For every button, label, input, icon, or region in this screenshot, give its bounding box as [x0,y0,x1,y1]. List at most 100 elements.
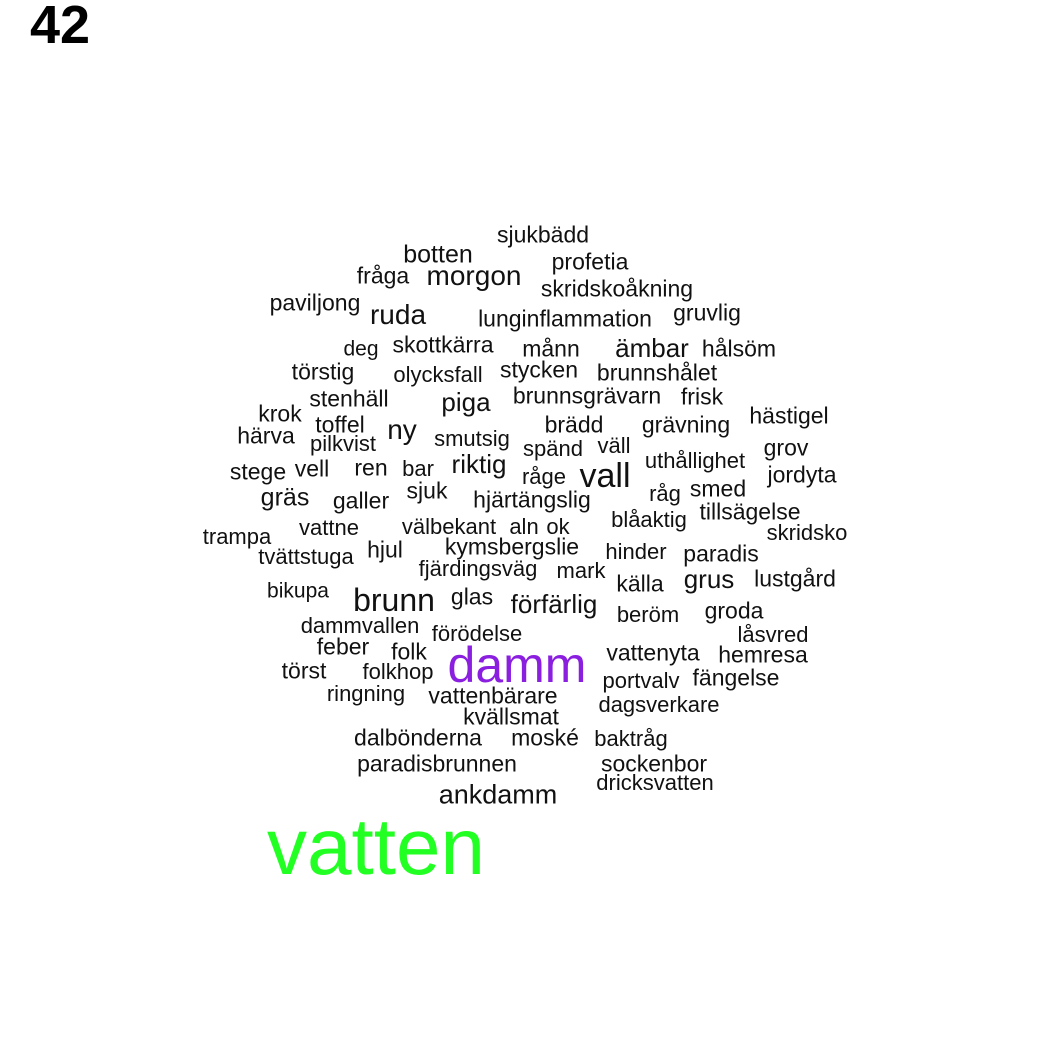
word-piga: piga [441,387,491,417]
word-lasvred: låsvred [737,622,809,647]
word-lunginflammation: lunginflammation [478,305,652,332]
word-sjuk: sjuk [406,477,448,504]
word-brunnsgravarn: brunnsgrävarn [512,382,662,409]
word-folkhop: folkhop [362,659,434,684]
word-jordyta: jordyta [767,461,837,488]
word-valbekant: välbekant [401,514,497,539]
word-ruda: ruda [369,299,427,330]
word-krok: krok [258,400,302,427]
word-mann: månn [522,335,580,362]
word-skridskoakning: skridskoåkning [540,275,694,302]
word-gruvlig: gruvlig [673,299,741,326]
word-dalbonderna: dalbönderna [354,724,482,751]
word-gras: gräs [260,483,310,512]
word-dricksvatten: dricksvatten [596,770,714,795]
word-kalla: källa [616,570,664,597]
word-blaaktig: blåaktig [611,507,687,532]
word-vatten: vatten [267,802,485,891]
word-torstig: törstig [291,358,355,385]
word-dammvallen: dammvallen [300,613,420,638]
word-grus: grus [683,564,735,594]
word-skridsko: skridsko [766,520,848,545]
word-baktrag: baktråg [594,726,668,751]
word-fraga: fråga [356,262,410,289]
word-sjukbadd: sjukbädd [496,221,590,248]
word-groda: groda [704,597,764,624]
word-fjardingsvag: fjärdingsväg [418,556,538,581]
word-rage: råge [521,464,567,489]
word-hinder: hinder [605,539,667,564]
word-ny: ny [387,414,417,445]
word-vattenbarare: vattenbärare [428,682,558,709]
word-aln: aln [509,514,539,539]
word-grov: grov [763,434,809,461]
word-dagsverkare: dagsverkare [598,692,720,717]
word-bradd: brädd [544,411,604,438]
word-tillsagelse: tillsägelse [699,498,801,525]
word-kvallsmat: kvällsmat [463,703,559,730]
word-mark: mark [556,558,606,583]
word-smutsig: smutsig [434,426,510,451]
word-hjul: hjul [367,536,403,563]
word-morgon: morgon [426,260,522,291]
word-ringning: ringning [326,681,406,706]
word-uthallighet: uthållighet [644,448,746,473]
word-vall: vall [579,457,631,495]
word-skottkarra: skottkärra [392,331,494,358]
word-toffel: toffel [315,411,365,438]
word-forodelse: förödelse [431,621,523,646]
word-glas: glas [450,583,494,610]
word-vattenyta: vattenyta [606,639,700,666]
word-portvalv: portvalv [602,668,680,693]
word-vattne: vattne [299,515,359,540]
word-vall: väll [597,433,631,458]
word-sockenbor: sockenbor [600,750,708,777]
word-paviljong: paviljong [269,289,361,316]
word-halsom: hålsöm [701,335,777,362]
word-brunn: brunn [353,582,435,618]
word-moske: moské [511,724,579,751]
word-berom: beröm [616,602,680,627]
word-pilkvist: pilkvist [309,431,377,456]
word-stycken: stycken [500,356,578,383]
word-smed: smed [689,475,747,502]
word-paradisbrunnen: paradisbrunnen [357,750,517,777]
word-frisk: frisk [680,383,724,410]
word-riktig: riktig [451,449,507,479]
word-hastigel: hästigel [749,402,829,429]
word-ankdamm: ankdamm [438,779,558,810]
word-fangelse: fängelse [692,664,780,691]
word-rag: råg [649,481,681,506]
word-kymsbergslie: kymsbergslie [444,533,580,560]
word-deg: deg [343,337,379,361]
word-trampa: trampa [202,524,272,549]
word-damm: damm [447,637,587,693]
word-lustgard: lustgård [754,565,836,592]
word-tvattstuga: tvättstuga [258,544,354,569]
word-ren: ren [354,454,388,481]
word-bikupa: bikupa [267,579,329,603]
word-hemresa: hemresa [718,641,808,668]
word-stege: stege [229,458,287,485]
word-vell: vell [294,455,330,482]
word-hjartangslig: hjärtängslig [473,486,591,513]
word-galler: galler [332,487,390,514]
page-number: 42 [30,0,91,55]
word-folk: folk [391,638,427,665]
word-brunnshalet: brunnshålet [596,359,718,386]
word-stenhall: stenhäll [309,385,389,412]
word-gravning: grävning [641,411,731,438]
word-profetia: profetia [551,248,629,275]
word-ambar: ämbar [615,333,689,363]
word-spand: spänd [523,436,583,461]
word-torst: törst [281,657,327,684]
word-harva: härva [237,422,295,449]
word-paradis: paradis [683,540,759,567]
word-botten: botten [403,240,473,269]
word-ok: ok [546,514,570,539]
word-olycksfall: olycksfall [393,362,483,387]
word-forfarlig: förfärlig [510,589,598,619]
word-feber: feber [316,633,370,660]
word-bar: bar [402,456,434,481]
